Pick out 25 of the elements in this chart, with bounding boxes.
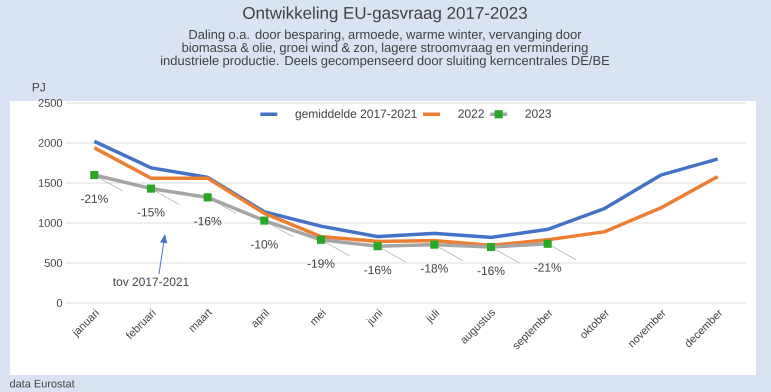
annotation: -16% bbox=[364, 266, 392, 274]
annotation: -18% bbox=[420, 264, 448, 273]
x-tick-label: mei bbox=[310, 308, 326, 326]
annotation: -16% bbox=[478, 266, 505, 275]
text: data Eurostat bbox=[10, 379, 75, 388]
annotation: -19% bbox=[308, 259, 335, 268]
y-axis-title: PJ bbox=[32, 83, 45, 92]
chart-subtitle: Daling o.a. door besparing, armoede, warme winter, vervanging door biomassa & olie, groei wind & zon, lagere stroomvraag en vermindering industriele productie. Deels gecompenseerd door sluiting kerncentrales DE/BE bbox=[161, 30, 610, 68]
annotation: -15% bbox=[138, 208, 165, 217]
legend-label: gemiddelde 2017-2021 bbox=[296, 109, 417, 120]
chart-title: Ontwikkeling EU-gasvraag 2017-2023 bbox=[243, 6, 527, 22]
y-tick-label: 2500 bbox=[38, 99, 62, 107]
legend-label: 2022 bbox=[458, 109, 484, 118]
annotation: -16% bbox=[194, 216, 222, 226]
annotation: -10% bbox=[250, 240, 278, 249]
annotation: -21% bbox=[80, 194, 108, 203]
y-tick-label: 2000 bbox=[38, 139, 62, 147]
y-tick-label: 0 bbox=[56, 299, 62, 307]
legend-label: 2023 bbox=[526, 109, 551, 118]
annotation: tov 2017-2021 bbox=[112, 278, 189, 286]
annotation: -21% bbox=[534, 263, 562, 272]
y-tick-label: 500 bbox=[44, 259, 62, 267]
x-tick-label: juli bbox=[425, 308, 440, 325]
y-tick-label: 1500 bbox=[38, 179, 62, 187]
y-tick-label: 1000 bbox=[38, 219, 62, 227]
